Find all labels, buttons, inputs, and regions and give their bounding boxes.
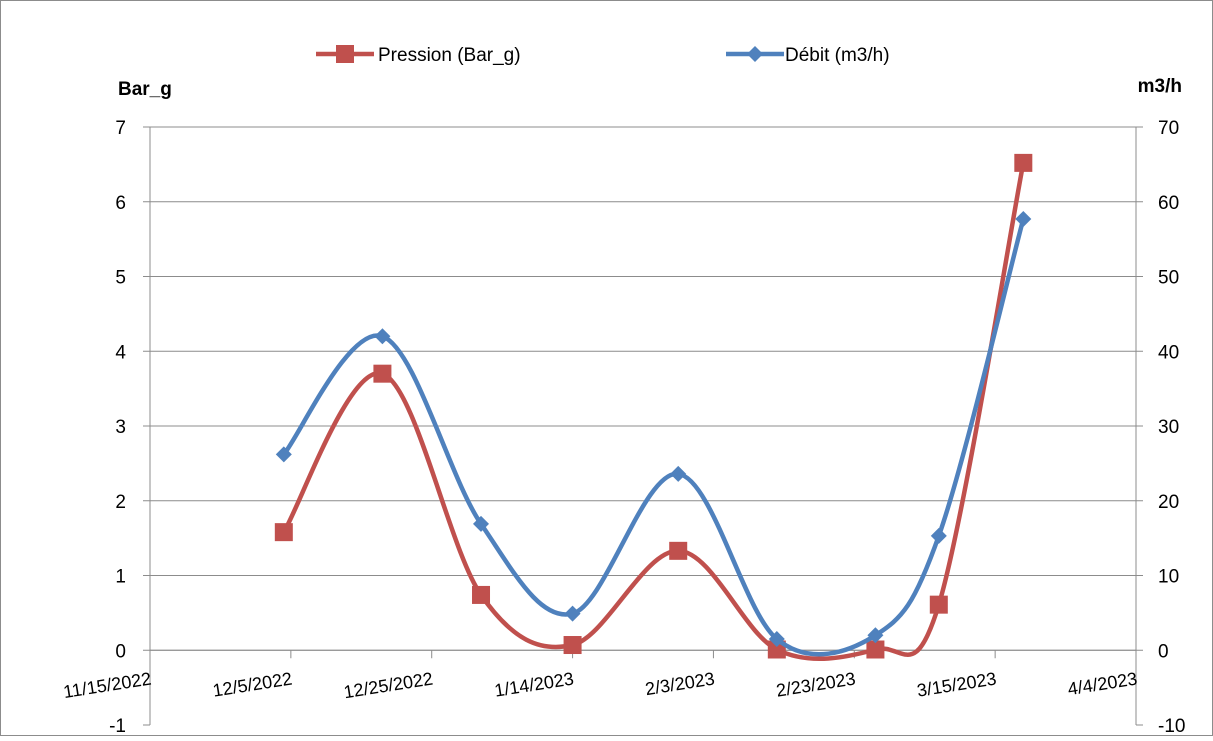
y-right-tick-label: 50 (1158, 268, 1179, 289)
y-left-tick-label: 2 (115, 492, 126, 513)
y-left-tick-label: 1 (115, 567, 126, 588)
y-right-tick-label: 30 (1158, 417, 1179, 438)
data-point-debit (275, 446, 292, 463)
y-left-tick-label: 4 (115, 342, 126, 363)
y-left-tick-label: -1 (109, 716, 126, 736)
y-right-tick-label: 10 (1158, 567, 1179, 588)
data-point-debit (473, 515, 490, 532)
data-point-debit (670, 465, 687, 482)
legend-marker-pression (336, 45, 354, 63)
legend-item-pression: Pression (Bar_g) (316, 45, 521, 66)
y-left-tick-label: 7 (115, 118, 126, 139)
y-right-tick-label: 60 (1158, 193, 1179, 214)
data-point-pression (1014, 153, 1033, 172)
gridlines (150, 126, 1136, 651)
data-point-debit (768, 631, 785, 648)
data-point-pression (563, 636, 582, 655)
legend-label-pression: Pression (Bar_g) (378, 45, 521, 66)
data-point-pression (373, 364, 392, 383)
data-point-pression (866, 640, 885, 659)
data-point-debit (564, 605, 581, 622)
data-point-pression (472, 585, 491, 604)
legend: Pression (Bar_g) Débit (m3/h) (316, 45, 890, 66)
data-point-debit (930, 527, 947, 544)
data-point-debit (374, 328, 391, 345)
series-debit (275, 210, 1032, 657)
data-point-pression (274, 523, 293, 542)
data-point-pression (669, 541, 688, 560)
y-left-tick-label: 3 (115, 417, 126, 438)
data-point-debit (867, 627, 884, 644)
y-left-tick-label: 0 (115, 641, 126, 662)
y-left-tick-label: 5 (115, 268, 126, 289)
y-right-tick-label: 20 (1158, 492, 1179, 513)
series-area (274, 153, 1033, 661)
data-point-debit (1015, 210, 1032, 227)
y-left-tick-label: 6 (115, 193, 126, 214)
y-right-tick-label: 0 (1158, 641, 1169, 662)
y-right-axis-title: m3/h (1138, 76, 1182, 97)
y-right-tick-label: -10 (1158, 716, 1185, 736)
data-point-pression (929, 595, 948, 614)
legend-label-debit: Débit (m3/h) (785, 45, 890, 66)
series-pression (274, 153, 1033, 661)
y-right-tick-label: 40 (1158, 342, 1179, 363)
y-left-axis-title: Bar_g (118, 79, 172, 100)
legend-item-debit: Débit (m3/h) (726, 45, 890, 66)
legend-marker-debit (747, 46, 763, 62)
y-right-tick-label: 70 (1158, 118, 1179, 139)
